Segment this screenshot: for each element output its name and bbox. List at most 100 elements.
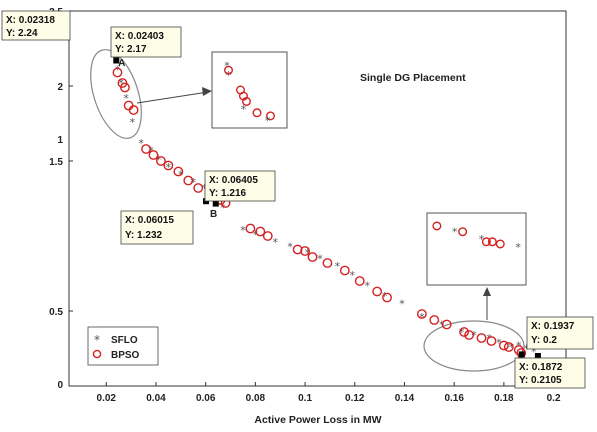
bpso-point-8 [163, 160, 174, 171]
bpso-point-23 [354, 276, 365, 286]
sflo-point-34: * [531, 346, 537, 359]
bpso-point-33 [498, 340, 509, 351]
sflo-point-14: * [240, 224, 246, 237]
datatip-3-y: Y: 1.216 [209, 188, 246, 199]
datatip-5-x: X: 0.1937 [531, 321, 575, 332]
legend-sflo-marker: * [94, 333, 100, 347]
bpso-point-19 [300, 246, 310, 256]
bpso-point-28 [441, 319, 452, 330]
legend-bpso-label: BPSO [111, 350, 140, 361]
bpso-point-29 [459, 327, 470, 337]
sflo-point-4: * [130, 116, 136, 129]
sflo-point-23: * [382, 290, 388, 303]
zoom-bottom-right-point-6 [495, 239, 505, 249]
y-tick-label-3: 2 [57, 82, 63, 93]
datatip-6-y: Y: 0.2105 [519, 375, 562, 386]
chart-annotation: Single DG Placement [360, 72, 466, 84]
x-tick-label-1: 0.04 [146, 393, 166, 404]
bpso-point-22 [339, 265, 350, 276]
bpso-point-18 [292, 244, 303, 255]
x-tick-label-3: 0.08 [246, 393, 266, 404]
zoom-inset-bottom-points: * * * [432, 221, 521, 254]
sflo-point-27: * [459, 326, 465, 339]
zoom-top-left-point-9: * [265, 114, 271, 127]
legend-sflo-label: SFLO [111, 335, 138, 346]
sflo-point-10: * [191, 176, 197, 189]
sflo-point-20: * [335, 260, 341, 273]
y-tick-label-1: 1.5 [49, 157, 63, 168]
datatip-4: X: 0.06015 Y: 1.232 [120, 210, 194, 245]
bpso-point-11 [193, 183, 204, 193]
x-axis-label: Active Power Loss in MW [254, 414, 381, 426]
zoom-top-left-point-2 [223, 65, 233, 75]
zoom-bottom-right-point-0 [432, 221, 442, 231]
datatip-2-y: Y: 2.17 [115, 44, 147, 55]
legend: * SFLO BPSO [87, 326, 159, 366]
datatip-6-x: X: 0.1872 [519, 362, 563, 373]
zoom-top-left-point-1: * [226, 69, 232, 82]
datatip-1: X: 0.02318 Y: 2.24 [1, 10, 71, 41]
datatip-3: X: 0.06405 Y: 1.216 [204, 170, 276, 202]
sflo-point-21: * [350, 269, 356, 282]
zoom-arrow-top [136, 91, 209, 104]
legend-bpso-marker [92, 349, 102, 359]
zoom-top-left-point-7 [252, 108, 262, 118]
zoom-bottom-right-point-5 [487, 237, 497, 247]
zoom-bottom-right-point-4 [481, 237, 491, 247]
sflo-point-29: * [486, 332, 492, 345]
highlight-point-1 [113, 57, 120, 64]
sflo-point-19: * [317, 253, 323, 266]
y-tick-label-zero: 0 [57, 380, 63, 391]
y-tick-label-0: 0.5 [49, 307, 63, 318]
zoom-top-left-point-6: * [241, 103, 247, 116]
datatip-1-y: Y: 2.24 [6, 28, 38, 39]
x-tick-label-4: 0.1 [298, 393, 312, 404]
bpso-point-10 [183, 175, 194, 186]
sflo-point-3: * [123, 92, 129, 105]
sflo-point-1: * [115, 64, 121, 77]
sflo-point-7: * [156, 154, 162, 167]
x-tick-label-8: 0.18 [494, 393, 514, 404]
bpso-point-9 [173, 166, 184, 177]
highlight-point-5 [534, 353, 541, 359]
sflo-point-33: * [523, 343, 529, 356]
legend-box [87, 326, 159, 366]
x-tick-label-5: 0.12 [345, 393, 365, 404]
datatip-6-box [514, 357, 586, 389]
bpso-point-15 [245, 223, 256, 234]
bpso-point-32 [486, 336, 497, 346]
datatip-6: X: 0.1872 Y: 0.2105 [514, 357, 586, 389]
datatip-5: X: 0.1937 Y: 0.2 [526, 316, 594, 350]
zoom-bottom-right-point-3: * [479, 233, 485, 246]
sflo-point-13: * [220, 202, 226, 215]
datatip-5-y: Y: 0.2 [531, 335, 557, 346]
datatip-1-x: X: 0.02318 [6, 15, 55, 26]
x-tick-label-2: 0.06 [196, 393, 216, 404]
highlight-point-2 [212, 200, 219, 207]
sflo-point-31: * [509, 341, 515, 354]
zoom-arrow-bottom-head [483, 287, 491, 296]
bpso-point-26 [416, 309, 427, 319]
datatip-3-box [204, 170, 276, 202]
sflo-point-15: * [253, 229, 259, 242]
datatip-4-x: X: 0.06015 [125, 215, 174, 226]
bpso-point-20 [307, 252, 318, 262]
highlight-ellipse-top [90, 49, 142, 139]
bpso-point-7 [156, 156, 166, 166]
sflo-point-2: * [118, 77, 124, 90]
y-tick-label-2: 1 [57, 135, 63, 146]
sflo-point-28: * [471, 329, 477, 342]
datatip-2: X: 0.02403 Y: 2.17 [110, 26, 182, 58]
bpso-point-2 [120, 82, 130, 93]
highlight-label-A: A [118, 58, 125, 69]
datatip-2-x: X: 0.02403 [115, 31, 164, 42]
bpso-point-17 [262, 231, 273, 241]
sflo-point-5: * [138, 137, 144, 150]
zoom-bottom-right-point-7: * [515, 241, 521, 254]
zoom-top-left-point-8 [266, 111, 276, 121]
datatip-1-box [1, 10, 71, 41]
series-layer: *********************************** [112, 49, 537, 359]
sflo-point-24: * [399, 298, 405, 311]
datatip-3-x: X: 0.06405 [209, 175, 258, 186]
